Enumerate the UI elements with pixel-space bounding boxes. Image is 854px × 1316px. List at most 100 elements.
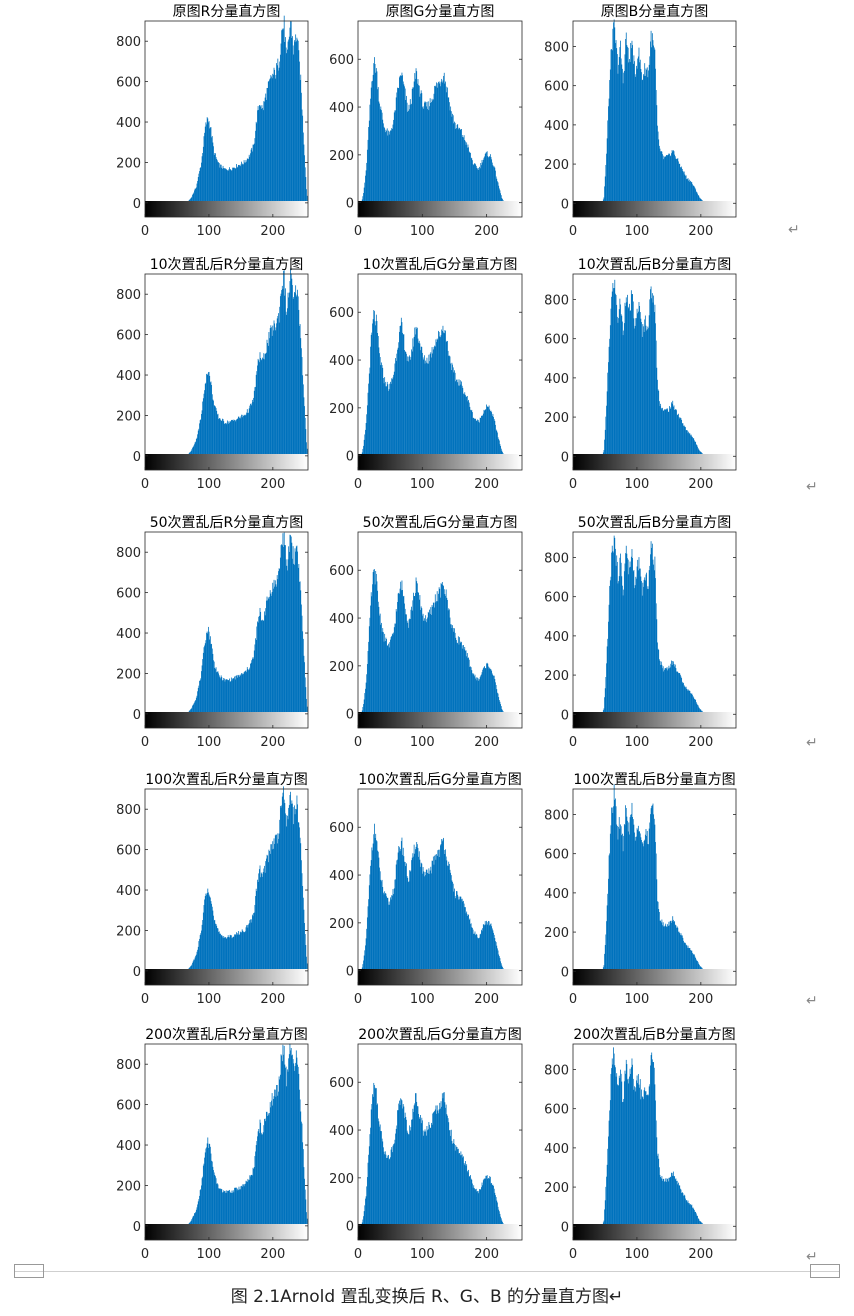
histogram-bar: [616, 304, 618, 457]
histogram-bar: [192, 705, 193, 714]
histogram-bar: [211, 906, 213, 971]
histogram-bar: [639, 833, 641, 972]
x-tick-label: 0: [569, 224, 577, 239]
histogram-bar: [639, 312, 641, 457]
histogram-bar: [414, 1103, 416, 1226]
histogram-bar: [619, 47, 621, 204]
histogram-bar: [234, 1187, 236, 1226]
histogram-bar: [654, 304, 656, 457]
histogram-bar: [192, 446, 194, 456]
histogram-bar: [612, 551, 614, 715]
histogram-bar: [398, 846, 400, 971]
histogram-bar: [644, 839, 646, 972]
histogram-bar: [225, 679, 227, 714]
histogram-bar: [429, 98, 431, 203]
histogram-bar: [299, 61, 300, 203]
histogram-bar: [377, 87, 379, 203]
histogram-bar: [281, 544, 283, 714]
histogram-bar: [249, 920, 251, 971]
histogram-bar: [693, 954, 695, 972]
histogram-bar: [230, 935, 232, 971]
histogram-bar: [229, 1189, 230, 1226]
x-tick-label: 0: [569, 477, 577, 492]
histogram-bar: [629, 310, 631, 457]
histogram-bar: [255, 130, 256, 203]
histogram-bar: [372, 80, 373, 203]
histogram-bar: [485, 152, 487, 203]
histogram-bar: [695, 959, 697, 972]
histogram-bar: [287, 559, 289, 714]
histogram-bar: [610, 1073, 612, 1227]
histogram-bar: [397, 852, 399, 971]
chart-title: 200次置乱后G分量直方图: [358, 1026, 522, 1043]
histogram-bar: [245, 414, 247, 456]
histogram-bar: [445, 1104, 447, 1226]
histogram-bar: [283, 786, 284, 971]
histogram-bar: [193, 445, 195, 456]
histogram-bar: [291, 1055, 293, 1226]
histogram-bar: [480, 933, 482, 971]
x-tick-label: 100: [625, 735, 650, 750]
histogram-bar: [606, 921, 607, 972]
histogram-bar: [297, 822, 299, 971]
histogram-bar: [225, 1192, 227, 1226]
histogram-bar: [664, 1181, 666, 1227]
histogram-bar: [490, 669, 492, 714]
histogram-bar: [408, 1134, 410, 1226]
histogram-bar: [404, 1118, 405, 1226]
histogram-bar: [365, 688, 366, 714]
histogram-bar: [379, 1126, 380, 1226]
histogram-bar: [370, 865, 371, 971]
histogram-bar: [403, 84, 405, 203]
histogram-bar: [250, 403, 252, 456]
histogram-bar: [404, 862, 406, 971]
histogram-bar: [430, 352, 432, 456]
histogram-bar: [688, 690, 690, 715]
histogram-bar: [283, 547, 284, 714]
histogram-bar: [650, 808, 652, 972]
histogram-bar: [491, 162, 493, 203]
histogram-bar: [406, 353, 407, 456]
histogram-bar: [494, 1192, 496, 1226]
histogram-bar: [288, 805, 290, 971]
histogram-bar: [448, 1122, 450, 1226]
histogram-bar: [646, 330, 648, 457]
histogram-bar: [191, 1219, 193, 1226]
histogram-bar: [291, 278, 293, 456]
histogram-bar: [306, 963, 308, 971]
grayscale-colorbar: [573, 454, 736, 470]
histogram-bar: [604, 953, 605, 972]
histogram-bar: [457, 1149, 459, 1226]
histogram-bar: [393, 112, 395, 203]
histogram-bar: [249, 405, 251, 456]
histogram-bar: [440, 335, 442, 456]
chart-title: 原图B分量直方图: [601, 3, 709, 20]
histogram-bar: [432, 1113, 434, 1226]
histogram-bar: [444, 83, 446, 203]
histogram-bar: [625, 297, 627, 457]
histogram-bar: [190, 966, 191, 971]
histogram-bar: [643, 1099, 644, 1227]
histogram-bar: [214, 405, 216, 456]
histogram-bar: [213, 660, 214, 714]
histogram-bar: [658, 390, 660, 457]
histogram-bar: [285, 37, 286, 203]
histogram-bar: [238, 934, 240, 971]
histogram-bar: [643, 840, 645, 972]
histogram-bar: [426, 101, 428, 203]
histogram-bar: [644, 75, 646, 204]
axes-box: [572, 20, 737, 218]
histogram-bar: [195, 187, 197, 203]
histogram-bar: [415, 68, 417, 203]
histogram-bar: [653, 45, 655, 204]
histogram-bar: [233, 936, 235, 971]
histogram-bar: [393, 632, 395, 714]
histogram-bar: [257, 881, 259, 971]
histogram-bar: [686, 690, 688, 715]
histogram-bar: [669, 1177, 671, 1227]
histogram-bar: [210, 644, 212, 714]
histogram-bar: [404, 608, 406, 714]
histogram-bar: [272, 74, 274, 203]
histogram-bar: [464, 907, 466, 971]
histogram-bar: [459, 129, 461, 203]
